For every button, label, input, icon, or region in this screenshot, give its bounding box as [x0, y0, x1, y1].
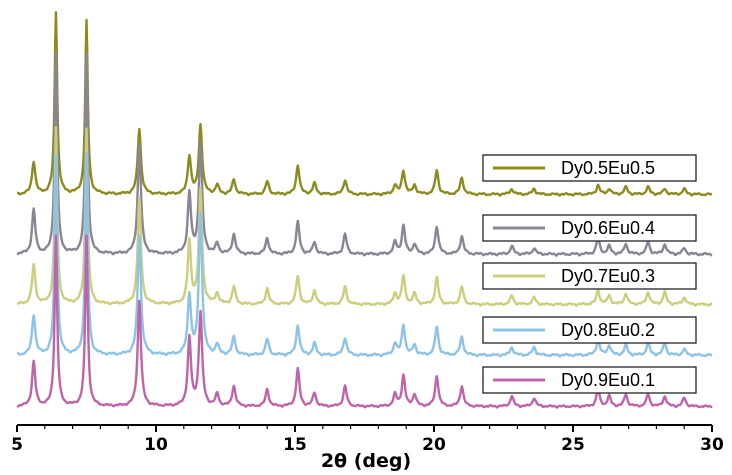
- series-line-dy0-7eu0-3: [16, 125, 713, 307]
- x-tick-label: 10: [144, 435, 168, 455]
- legend-label: Dy0.5Eu0.5: [561, 158, 655, 178]
- legend-entry-dy0-6eu0-4: Dy0.6Eu0.4: [482, 214, 697, 242]
- series-traces: [16, 11, 713, 409]
- legend-entry-dy0-7eu0-3: Dy0.7Eu0.3: [482, 262, 697, 290]
- x-tick-label: 15: [283, 435, 307, 455]
- x-tick-label: 30: [700, 435, 724, 455]
- x-axis-title: 2θ (deg): [321, 450, 411, 472]
- legend-entry-dy0-5eu0-5: Dy0.5Eu0.5: [482, 154, 697, 182]
- legend-entry-dy0-8eu0-2: Dy0.8Eu0.2: [482, 316, 697, 344]
- legend-label: Dy0.6Eu0.4: [561, 218, 655, 238]
- series-line-dy0-5eu0-5: [16, 11, 713, 197]
- x-tick-label: 20: [422, 435, 446, 455]
- series-line-dy0-9eu0-1: [16, 234, 713, 409]
- legend: Dy0.5Eu0.5 Dy0.6Eu0.4 Dy0.7Eu0.3 Dy0.8Eu0.2…: [482, 154, 697, 394]
- series-line-dy0-8eu0-2: [16, 152, 713, 358]
- legend-label: Dy0.9Eu0.1: [561, 370, 655, 390]
- x-axis: 5 10 15 20 25 30: [11, 424, 724, 455]
- x-tick-label: 5: [11, 435, 23, 455]
- legend-label: Dy0.7Eu0.3: [561, 266, 655, 286]
- legend-entry-dy0-9eu0-1: Dy0.9Eu0.1: [482, 366, 697, 394]
- series-line-dy0-6eu0-4: [16, 51, 713, 257]
- x-tick-label: 25: [561, 435, 585, 455]
- legend-label: Dy0.8Eu0.2: [561, 320, 655, 340]
